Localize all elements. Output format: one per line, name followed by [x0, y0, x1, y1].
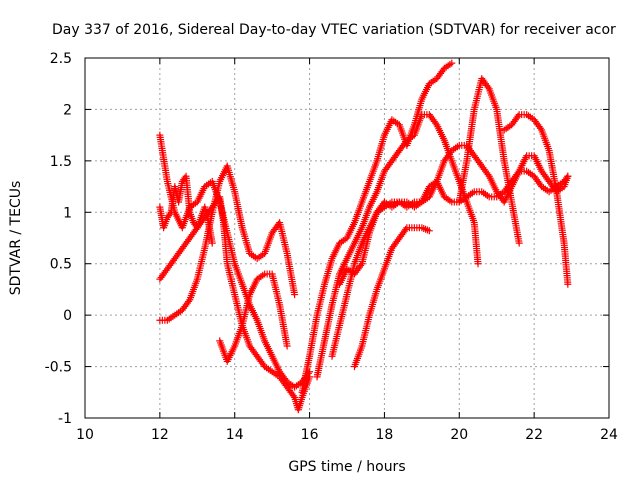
x-tick-label: 16 — [301, 427, 319, 443]
data-point — [425, 227, 433, 235]
y-tick-label: 0 — [63, 308, 72, 324]
data-point — [439, 66, 447, 74]
data-point — [484, 171, 492, 179]
data-point — [291, 291, 299, 299]
axis-ticks: 10 12 14 16 18 20 22 24 -1 -0.5 0 0.5 1 1.5 2 2.5 — [45, 51, 618, 443]
data-point — [208, 239, 216, 247]
data-point — [515, 239, 523, 247]
plot-frame — [84, 57, 610, 419]
x-tick-label: 20 — [450, 427, 468, 443]
x-tick-label: 12 — [151, 427, 169, 443]
y-tick-label: -1 — [58, 411, 72, 427]
x-tick-label: 14 — [226, 427, 244, 443]
series-track-6 — [298, 59, 456, 396]
series-track-11 — [455, 75, 523, 247]
x-tick-label: 10 — [76, 427, 94, 443]
x-axis-title: GPS time / hours — [288, 459, 405, 475]
data-point — [306, 373, 314, 381]
data-point — [432, 119, 440, 127]
data-point — [357, 261, 365, 269]
data-point — [536, 181, 544, 189]
y-tick-label: 0.5 — [50, 257, 72, 273]
y-tick-label: 2 — [63, 102, 72, 118]
data-point — [289, 392, 297, 400]
data-point — [474, 260, 482, 268]
data-point — [514, 112, 522, 120]
data-point — [564, 172, 572, 180]
y-tick-label: -0.5 — [45, 360, 72, 376]
data-point — [402, 225, 410, 233]
data-point — [514, 169, 522, 177]
y-tick-label: 1 — [63, 205, 72, 221]
data-point — [484, 83, 492, 91]
y-axis-title: SDTVAR / TECUs — [8, 181, 24, 296]
data-point — [563, 174, 571, 182]
data-point — [166, 210, 174, 218]
data-point — [536, 124, 544, 132]
data-markers — [156, 59, 572, 414]
data-point — [259, 361, 267, 369]
series-track-3 — [156, 162, 299, 324]
series-track-2 — [156, 193, 314, 414]
x-tick-label: 24 — [600, 427, 618, 443]
series-track-5 — [216, 270, 291, 365]
series-track-12 — [500, 111, 572, 288]
x-tick-label: 22 — [525, 427, 543, 443]
y-tick-label: 1.5 — [50, 154, 72, 170]
series-track-4 — [156, 172, 216, 247]
data-point — [448, 59, 456, 67]
data-point — [564, 280, 572, 288]
y-tick-label: 2.5 — [50, 51, 72, 67]
x-tick-label: 18 — [376, 427, 394, 443]
chart-title: Day 337 of 2016, Sidereal Day-to-day VTE… — [52, 22, 616, 38]
data-point — [402, 138, 410, 146]
data-point — [447, 148, 455, 156]
series-track-10 — [350, 224, 433, 371]
data-point — [185, 297, 193, 305]
data-point — [283, 342, 291, 350]
